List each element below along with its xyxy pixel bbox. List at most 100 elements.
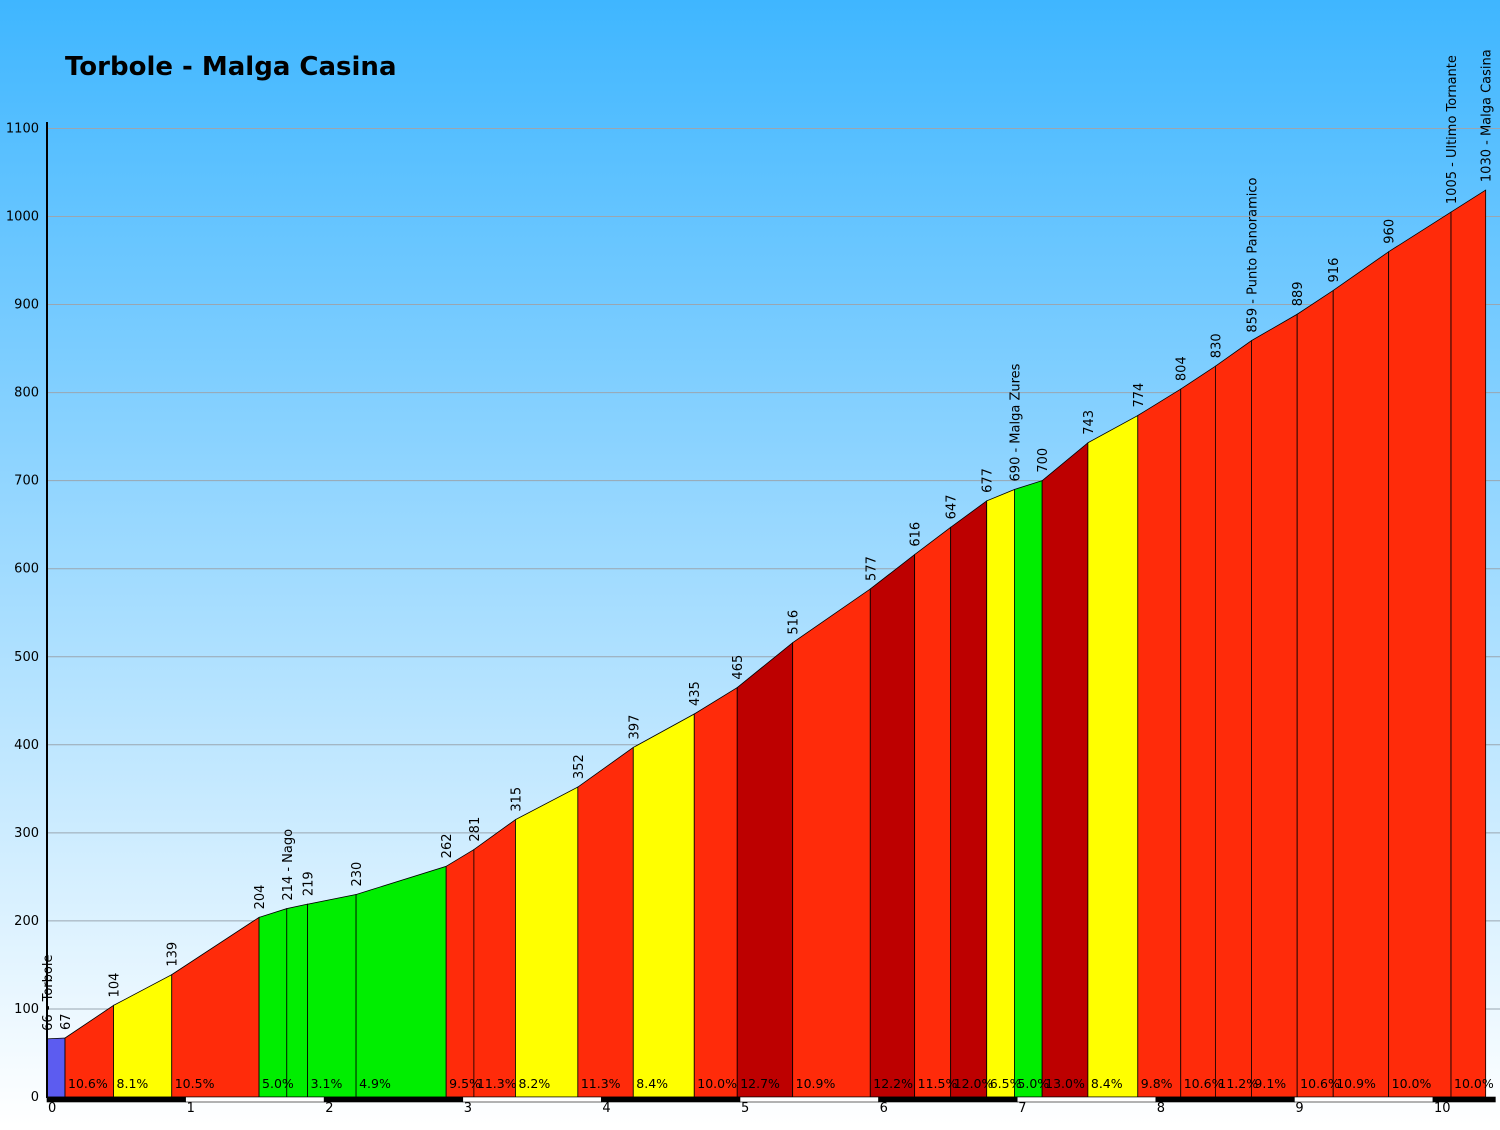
gradient-label: 4.9% [359, 1076, 391, 1091]
gradient-label: 3.1% [311, 1076, 343, 1091]
y-tick-label: 300 [14, 826, 39, 841]
x-tick-label: 3 [464, 1101, 472, 1116]
gradient-label: 10.6% [68, 1076, 108, 1091]
point-label: 830 [1209, 333, 1224, 358]
x-tick-label: 4 [602, 1101, 610, 1116]
point-label: 804 [1175, 356, 1190, 381]
segment [258, 908, 288, 1098]
point-label: 889 [1291, 281, 1306, 306]
gradient-label: 11.5% [918, 1076, 958, 1091]
y-tick-label: 700 [14, 474, 39, 489]
point-label: 435 [688, 681, 703, 706]
segment [1388, 211, 1452, 1098]
point-label: 700 [1036, 448, 1051, 473]
point-label: 774 [1132, 383, 1147, 408]
x-tick-label: 10 [1434, 1101, 1451, 1116]
y-tick-label: 200 [14, 914, 39, 929]
x-axis-bar [1294, 1096, 1434, 1103]
x-axis-bar [878, 1096, 1018, 1103]
point-label: 214 - Nago [281, 829, 296, 901]
point-label: 677 [981, 468, 996, 493]
gradient-label: 12.0% [954, 1076, 994, 1091]
segment [1251, 313, 1298, 1098]
point-label: 647 [945, 494, 960, 519]
gradient-label: 10.0% [1392, 1076, 1432, 1091]
y-tick-label: 100 [14, 1002, 39, 1017]
segment [792, 588, 871, 1098]
gradient-label: 11.3% [477, 1076, 517, 1091]
segment [1041, 441, 1089, 1098]
gradient-label: 10.0% [697, 1076, 737, 1091]
point-label: 960 [1383, 219, 1398, 244]
x-tick-label: 6 [880, 1101, 888, 1116]
y-tick-label: 600 [14, 562, 39, 577]
x-tick-label: 5 [741, 1101, 749, 1116]
x-axis-bar [46, 1096, 186, 1103]
segment [1296, 289, 1334, 1098]
y-tick-label: 1100 [6, 121, 39, 136]
point-label: 281 [468, 817, 483, 842]
x-tick-label: 2 [325, 1101, 333, 1116]
segment [515, 786, 579, 1098]
point-label: 104 [108, 973, 123, 998]
gradient-label: 10.9% [796, 1076, 836, 1091]
gradient-labels: 10.6% 8.1% 10.5% 5.0% 3.1% 4.9% 9.5%11.3% 8.2% 1… [68, 1076, 1494, 1091]
segment [693, 686, 738, 1098]
segment [286, 903, 308, 1098]
x-axis-bar [601, 1096, 741, 1103]
point-label: 352 [572, 754, 587, 779]
point-label: 616 [909, 522, 924, 547]
segment [473, 818, 516, 1098]
point-label: 1030 - Malga Casina [1480, 49, 1495, 182]
segment [1332, 250, 1390, 1098]
chart-title: Torbole - Malga Casina [65, 52, 397, 82]
y-tick-label: 900 [14, 298, 39, 313]
gradient-label: 11.2% [1218, 1076, 1258, 1091]
x-tick-label: 1 [187, 1101, 195, 1116]
point-label: 743 [1082, 410, 1097, 435]
y-tick-label: 1000 [6, 210, 39, 225]
gradient-label: 8.4% [636, 1076, 668, 1091]
segment [355, 865, 447, 1098]
gradient-label: 5.0% [1017, 1076, 1049, 1091]
point-label: 139 [166, 942, 181, 967]
segment [914, 526, 952, 1098]
x-axis-bar [185, 1096, 325, 1103]
y-tick-label: 500 [14, 650, 39, 665]
x-axis-bar [1432, 1096, 1496, 1103]
point-label: 262 [440, 833, 455, 858]
gradient-label: 12.2% [873, 1076, 913, 1091]
segment [1180, 365, 1216, 1098]
point-label: 516 [787, 610, 802, 635]
segment [1014, 480, 1043, 1098]
point-label: 577 [864, 556, 879, 581]
segment [1450, 189, 1487, 1098]
gradient-label: 11.3% [581, 1076, 621, 1091]
x-axis-bar [462, 1096, 602, 1103]
point-label: 1005 - Ultimo Tornante [1445, 55, 1460, 204]
x-tick-label: 7 [1018, 1101, 1026, 1116]
gradient-label: 10.6% [1184, 1076, 1224, 1091]
point-label: 465 [731, 655, 746, 680]
gradient-label: 8.4% [1091, 1076, 1123, 1091]
elevation-labels: 66 - Torbole 67 104 139 204 214 - Nago 219 230 2… [41, 49, 1495, 1031]
x-tick-label: 8 [1157, 1101, 1165, 1116]
point-label: 67 [59, 1013, 74, 1030]
x-tick-label: 9 [1295, 1101, 1303, 1116]
point-label: 66 - Torbole [41, 955, 56, 1031]
point-label: 230 [350, 862, 365, 887]
gradient-label: 10.9% [1336, 1076, 1376, 1091]
segment [632, 713, 695, 1098]
point-label: 690 - Malga Zures [1008, 363, 1023, 481]
point-label: 315 [509, 787, 524, 812]
gradient-segments [46, 189, 1487, 1098]
segment [869, 553, 916, 1098]
x-axis-bar [1016, 1096, 1157, 1103]
segment [46, 1037, 66, 1098]
point-label: 204 [253, 885, 268, 910]
gradient-label: 8.2% [518, 1076, 550, 1091]
segment [950, 500, 988, 1098]
